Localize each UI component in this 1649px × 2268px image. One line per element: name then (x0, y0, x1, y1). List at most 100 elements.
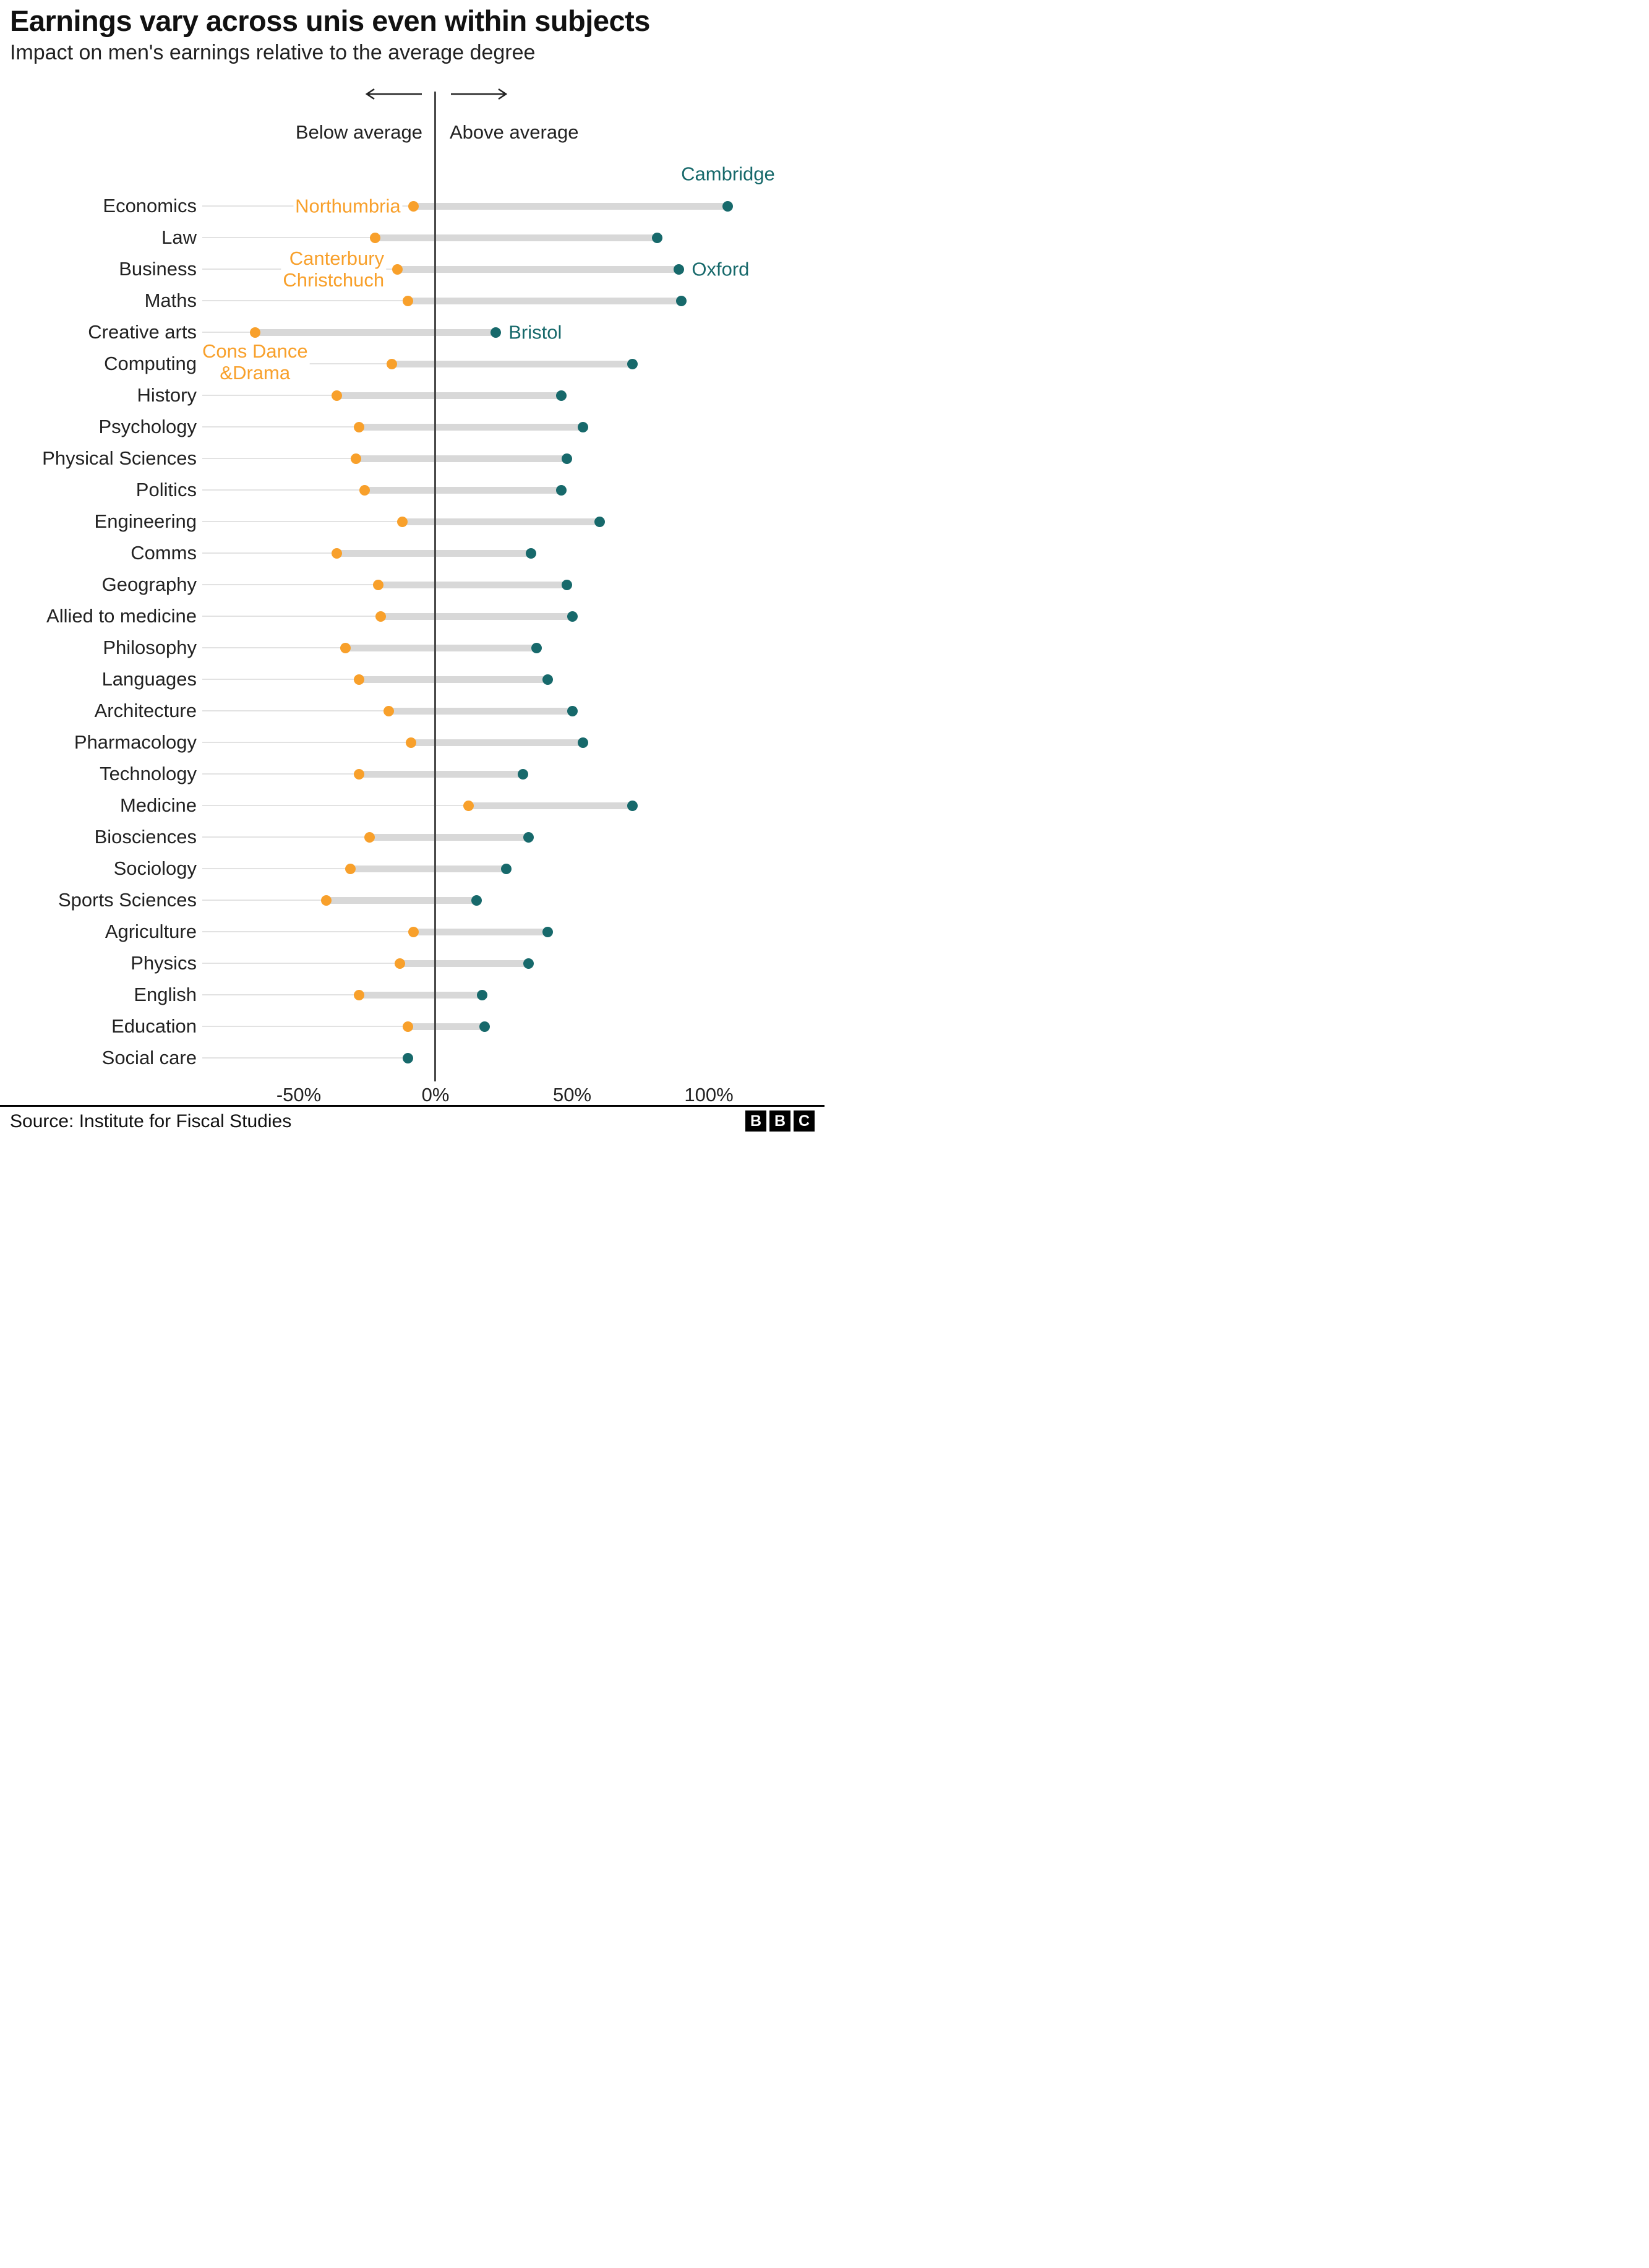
row-leader-line (202, 521, 403, 522)
high-dot (403, 1052, 414, 1063)
low-dot (403, 295, 414, 306)
range-bar (369, 833, 529, 841)
low-dot (320, 895, 332, 906)
range-bar (375, 234, 657, 241)
high-dot (561, 453, 572, 464)
subject-label: Sociology (113, 857, 197, 879)
row-leader-line (202, 868, 351, 869)
subject-label: Sports Sciences (58, 889, 197, 911)
high-dot (555, 390, 567, 401)
range-bar (392, 360, 633, 367)
subject-label: Physics (131, 952, 197, 974)
row-leader-line (202, 458, 356, 459)
subject-label: Engineering (94, 510, 197, 532)
high-dot (523, 831, 534, 843)
range-bar (378, 581, 567, 588)
low-dot (395, 958, 406, 969)
low-dot (386, 358, 397, 369)
range-bar (402, 518, 600, 525)
chart-subtitle: Impact on men's earnings relative to the… (10, 41, 536, 64)
range-bar (255, 329, 496, 336)
row-leader-line (202, 773, 359, 775)
subject-label: Medicine (119, 794, 197, 816)
high-dot (578, 737, 589, 748)
high-dot (526, 548, 537, 559)
subject-label: Psychology (98, 416, 197, 437)
range-bar (336, 392, 562, 399)
subject-label: Geography (101, 573, 197, 595)
range-bar (388, 707, 572, 715)
low-dot (370, 232, 381, 243)
low-dot (345, 863, 356, 874)
footer-divider (0, 1105, 824, 1107)
low-dot (353, 768, 364, 780)
left-arrow-icon (365, 88, 422, 100)
range-bar (408, 1023, 485, 1030)
row-leader-line (202, 710, 389, 711)
high-dot (567, 705, 578, 716)
high-dot (517, 768, 528, 780)
subject-label: Philosophy (103, 637, 197, 658)
annotation-bristol: Bristol (507, 321, 564, 343)
range-bar (400, 960, 529, 967)
range-bar (356, 455, 567, 462)
row-leader-line (202, 679, 359, 680)
dumbbell-chart: Below average Above average Economics Law… (0, 0, 824, 1134)
range-bar (411, 739, 583, 746)
high-dot (722, 200, 734, 212)
x-tick-label: 50% (552, 1084, 592, 1106)
low-dot (332, 390, 343, 401)
row-leader-line (202, 805, 469, 806)
high-dot (627, 358, 638, 369)
subject-label: Comms (131, 542, 197, 564)
range-bar (326, 896, 477, 904)
low-dot (340, 642, 351, 653)
annotation-oxford: Oxford (690, 258, 752, 280)
range-bar (380, 612, 572, 620)
row-leader-line (202, 647, 346, 648)
row-leader-line (202, 395, 337, 396)
x-tick-label: -50% (276, 1084, 322, 1106)
range-bar (413, 928, 548, 935)
range-bar (397, 265, 679, 273)
x-tick-label: 100% (684, 1084, 734, 1106)
high-dot (490, 327, 501, 338)
subject-label: Languages (101, 668, 197, 690)
row-leader-line (202, 900, 327, 901)
range-bar (359, 676, 548, 683)
row-leader-line (202, 552, 337, 554)
bbc-logo-letter: B (769, 1110, 790, 1132)
annotation-cons-dance-drama: Cons Dance &Drama (200, 340, 310, 384)
row-leader-line (202, 1057, 408, 1059)
high-dot (471, 895, 482, 906)
range-bar (359, 991, 482, 999)
subject-label: Biosciences (94, 826, 197, 848)
low-dot (372, 579, 383, 590)
right-arrow-icon (451, 88, 508, 100)
high-dot (531, 642, 542, 653)
low-dot (397, 516, 408, 527)
subject-label: Economics (103, 195, 197, 217)
high-dot (627, 800, 638, 811)
above-average-label: Above average (450, 121, 579, 143)
zero-axis-line (434, 92, 436, 1081)
row-leader-line (202, 836, 370, 838)
range-bar (359, 423, 583, 431)
low-dot (408, 926, 419, 937)
low-dot (392, 264, 403, 275)
subject-label: Physical Sciences (42, 447, 197, 469)
row-leader-line (202, 300, 408, 301)
annotation-canterbury-christchuch: Canterbury Christchuch (281, 247, 387, 291)
subject-label: Business (119, 258, 197, 280)
high-dot (501, 863, 512, 874)
low-dot (364, 831, 375, 843)
row-leader-line (202, 931, 414, 932)
range-bar (345, 644, 537, 651)
subject-label: Creative arts (88, 321, 197, 343)
source-text: Source: Institute for Fiscal Studies (10, 1111, 292, 1132)
subject-label: Allied to medicine (46, 605, 197, 627)
subject-label: Law (161, 226, 197, 248)
low-dot (405, 737, 416, 748)
range-bar (413, 202, 728, 210)
low-dot (463, 800, 474, 811)
